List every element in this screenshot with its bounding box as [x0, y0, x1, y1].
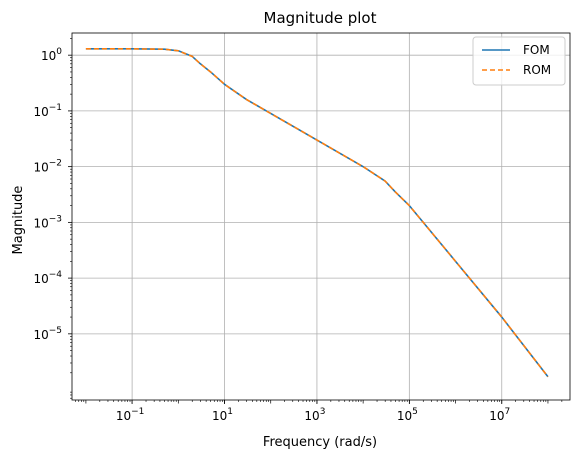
x-axis-label: Frequency (rad/s): [263, 435, 377, 450]
y-tick-label: 10−1: [33, 103, 62, 119]
x-tick-label: 103: [304, 407, 325, 423]
legend-rom-label: ROM: [523, 63, 551, 77]
y-tick-label: 100: [41, 47, 62, 63]
x-tick-label: 101: [212, 407, 233, 423]
ticks: 10−1 101 103 105 107 100 10−1 10−2 10−3 10−4 10−5: [33, 38, 563, 423]
y-tick-label: 10−2: [33, 159, 62, 175]
y-tick-label: 10−5: [33, 326, 62, 342]
x-tick-label: 10−1: [116, 407, 145, 423]
grid: [72, 33, 570, 400]
legend-fom-label: FOM: [523, 43, 550, 57]
y-tick-label: 10−3: [33, 214, 62, 230]
x-tick-label: 105: [397, 407, 418, 423]
y-tick-label: 10−4: [33, 270, 62, 286]
x-tick-label: 107: [489, 407, 510, 423]
y-axis-label: Magnitude: [11, 186, 26, 255]
series-group: [85, 48, 549, 378]
chart-title: Magnitude plot: [264, 9, 377, 27]
plot-frame: [71, 32, 571, 401]
series-line-rom: [85, 48, 549, 378]
legend-box: [472, 36, 566, 86]
legend: FOM ROM: [472, 36, 566, 86]
